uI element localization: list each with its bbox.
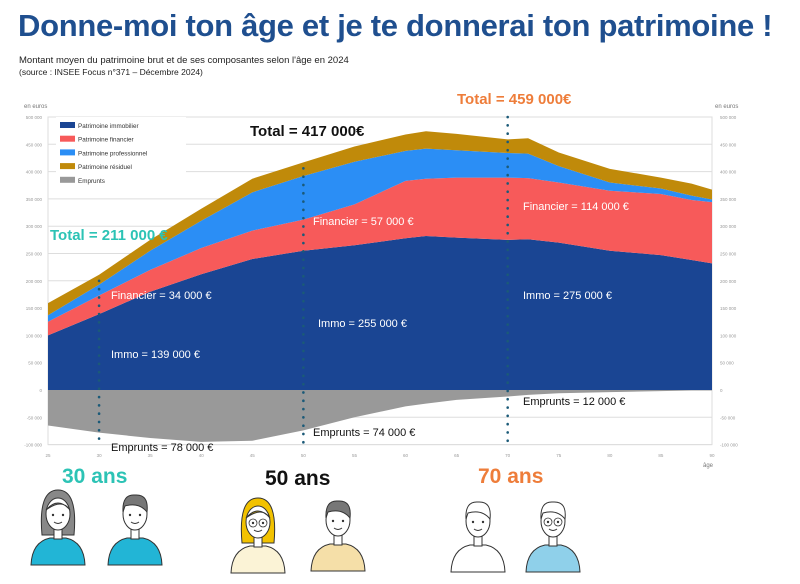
y-tick-label: 250 000 bbox=[26, 252, 43, 257]
y-tick-label-right: 500 000 bbox=[720, 115, 737, 120]
y-tick-label: 50 000 bbox=[28, 361, 42, 366]
y-tick-label: 400 000 bbox=[26, 170, 43, 175]
x-tick-label: 30 bbox=[97, 453, 103, 458]
y-tick-label: 500 000 bbox=[26, 115, 43, 120]
legend-swatch bbox=[60, 149, 75, 156]
legend-swatch bbox=[60, 135, 75, 142]
annotation-immo-50: Immo = 255 000 € bbox=[318, 318, 407, 330]
x-tick-label: 55 bbox=[352, 453, 358, 458]
annotation-emp-70: Emprunts = 12 000 € bbox=[523, 396, 626, 408]
person-woman-30 bbox=[30, 489, 86, 566]
y-tick-label: -100 000 bbox=[24, 443, 42, 448]
x-tick-label: 65 bbox=[454, 453, 460, 458]
y-tick-label: -50 000 bbox=[27, 415, 43, 420]
x-tick-label: 75 bbox=[556, 453, 562, 458]
legend-label: Patrimoine immobilier bbox=[78, 123, 139, 130]
annotation-emp-50: Emprunts = 74 000 € bbox=[313, 427, 416, 439]
annotation-fin-70: Financier = 114 000 € bbox=[523, 201, 629, 213]
y-tick-label: 100 000 bbox=[26, 333, 43, 338]
y-tick-label-right: 0 bbox=[720, 388, 723, 393]
annotation-total-50: Total = 417 000€ bbox=[250, 123, 365, 140]
person-man-30 bbox=[107, 494, 163, 566]
y-axis-label-right: en euros bbox=[715, 104, 738, 110]
person-woman-70 bbox=[450, 501, 506, 573]
annotation-immo-70: Immo = 275 000 € bbox=[523, 290, 612, 302]
y-tick-label: 0 bbox=[39, 388, 42, 393]
person-woman-50 bbox=[230, 497, 286, 574]
y-tick-label: 300 000 bbox=[26, 224, 43, 229]
chart-source: (source : INSEE Focus n°371 – Décembre 2… bbox=[19, 67, 203, 77]
y-tick-label-right: 250 000 bbox=[720, 252, 737, 257]
age-label-30: 30 ans bbox=[62, 465, 128, 488]
legend-swatch bbox=[60, 163, 75, 170]
age-label-50: 50 ans bbox=[265, 467, 331, 490]
area-patrimoine-financier bbox=[48, 177, 712, 336]
y-tick-label-right: 450 000 bbox=[720, 142, 737, 147]
x-tick-label: 60 bbox=[403, 453, 409, 458]
legend-label: Emprunts bbox=[78, 178, 105, 185]
legend bbox=[56, 117, 186, 189]
y-tick-label: 350 000 bbox=[26, 197, 43, 202]
legend-swatch bbox=[60, 176, 75, 183]
legend-label: Patrimoine professionnel bbox=[78, 150, 147, 157]
area-patrimoine-residuel bbox=[48, 131, 712, 316]
x-tick-label: 45 bbox=[250, 453, 256, 458]
y-axis-label-left: en euros bbox=[24, 104, 47, 110]
annotation-immo-30: Immo = 139 000 € bbox=[111, 349, 200, 361]
x-tick-label: 25 bbox=[45, 453, 51, 458]
person-man-50 bbox=[310, 500, 366, 572]
y-tick-label-right: -100 000 bbox=[720, 443, 738, 448]
page-title: Donne-moi ton âge et je te donnerai ton … bbox=[18, 8, 773, 43]
y-tick-label: 150 000 bbox=[26, 306, 43, 311]
x-tick-label: 35 bbox=[148, 453, 154, 458]
area-patrimoine-professionnel bbox=[48, 148, 712, 322]
x-tick-label: 50 bbox=[301, 453, 307, 458]
y-tick-label-right: -50 000 bbox=[720, 415, 736, 420]
x-tick-label: 85 bbox=[658, 453, 664, 458]
y-tick-label-right: 50 000 bbox=[720, 361, 734, 366]
x-tick-label: 70 bbox=[505, 453, 511, 458]
area-emprunts bbox=[48, 390, 712, 442]
y-tick-label-right: 350 000 bbox=[720, 197, 737, 202]
x-tick-label: 40 bbox=[199, 453, 205, 458]
y-tick-label-right: 150 000 bbox=[720, 306, 737, 311]
y-tick-label-right: 300 000 bbox=[720, 224, 737, 229]
annotation-fin-30: Financier = 34 000 € bbox=[111, 290, 212, 302]
legend-label: Patrimoine financier bbox=[78, 137, 134, 144]
y-tick-label-right: 200 000 bbox=[720, 279, 737, 284]
annotation-total-30: Total = 211 000 € bbox=[50, 227, 168, 244]
legend-swatch bbox=[60, 122, 75, 128]
y-tick-label: 450 000 bbox=[26, 142, 43, 147]
legend-label: Patrimoine résiduel bbox=[78, 164, 132, 171]
annotation-fin-50: Financier = 57 000 € bbox=[313, 216, 414, 228]
x-axis-label: âge bbox=[703, 463, 714, 469]
y-tick-label-right: 100 000 bbox=[720, 333, 737, 338]
x-tick-label: 80 bbox=[607, 453, 613, 458]
person-man-70 bbox=[525, 501, 581, 573]
annotation-emp-30: Emprunts = 78 000 € bbox=[111, 442, 214, 454]
annotation-total-70: Total = 459 000€ bbox=[457, 91, 572, 108]
x-tick-label: 90 bbox=[709, 453, 715, 458]
chart-subtitle: Montant moyen du patrimoine brut et de s… bbox=[19, 55, 349, 66]
area-patrimoine-immobilier bbox=[48, 236, 712, 390]
y-tick-label-right: 400 000 bbox=[720, 170, 737, 175]
y-tick-label: 200 000 bbox=[26, 279, 43, 284]
age-label-70: 70 ans bbox=[478, 465, 544, 488]
